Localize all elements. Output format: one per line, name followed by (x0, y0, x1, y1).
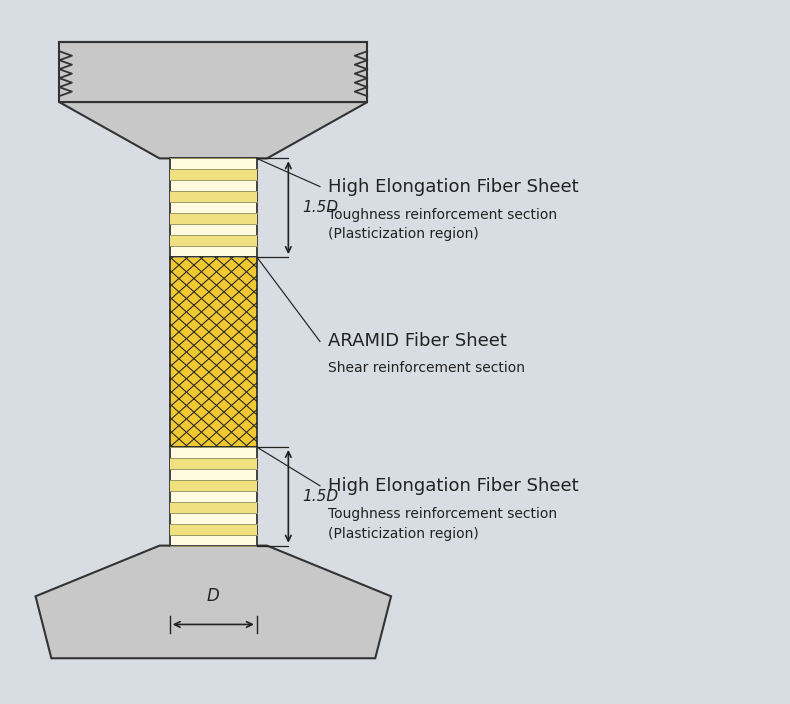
Bar (170, 191, 257, 202)
Bar (170, 213, 257, 224)
Text: Toughness reinforcement section: Toughness reinforcement section (328, 507, 557, 521)
Bar (170, 170, 257, 180)
Bar (170, 158, 257, 257)
Text: Shear reinforcement section: Shear reinforcement section (328, 361, 525, 375)
Bar (170, 235, 257, 246)
Bar (170, 447, 257, 546)
Polygon shape (36, 546, 391, 658)
Text: (Plasticization region): (Plasticization region) (328, 527, 479, 541)
Polygon shape (59, 102, 367, 158)
Bar (170, 458, 257, 469)
Text: 1.5D: 1.5D (303, 200, 339, 215)
Text: ARAMID Fiber Sheet: ARAMID Fiber Sheet (328, 332, 506, 351)
Bar (170, 524, 257, 534)
Bar (170, 502, 257, 513)
Text: Toughness reinforcement section: Toughness reinforcement section (328, 208, 557, 222)
Text: High Elongation Fiber Sheet: High Elongation Fiber Sheet (328, 477, 578, 495)
Text: D: D (207, 587, 220, 605)
Text: High Elongation Fiber Sheet: High Elongation Fiber Sheet (328, 177, 578, 196)
Bar (170, 480, 257, 491)
Bar (59, 42, 367, 102)
Bar (170, 257, 257, 447)
Text: (Plasticization region): (Plasticization region) (328, 227, 479, 241)
Text: 1.5D: 1.5D (303, 489, 339, 504)
